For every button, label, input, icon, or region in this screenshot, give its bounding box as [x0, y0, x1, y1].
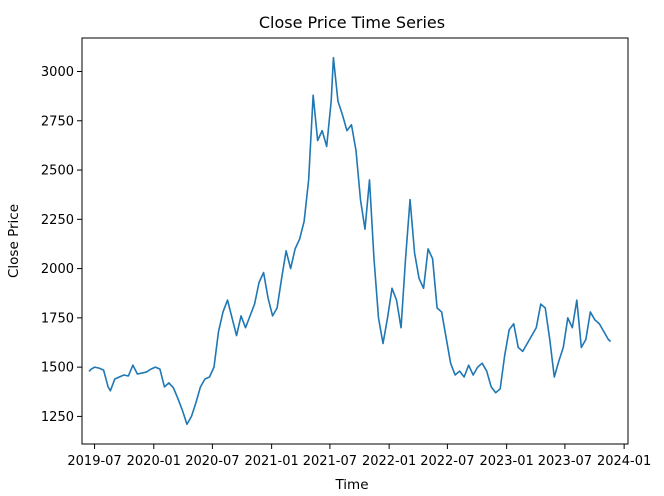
y-tick-label: 1500 [41, 361, 74, 376]
y-tick-label: 1750 [41, 311, 74, 326]
y-tick-label: 1250 [41, 410, 74, 425]
series-line [88, 56, 612, 426]
y-axis-label: Close Price [6, 204, 22, 278]
x-tick-label: 2022-07 [420, 454, 474, 469]
x-axis: 2019-07 2020-01 2020-07 2021-01 2021-07 2022-… [67, 444, 651, 469]
x-tick-label: 2023-07 [538, 454, 592, 469]
x-tick-label: 2021-01 [244, 454, 298, 469]
y-tick-label: 2250 [41, 213, 74, 228]
x-tick-label: 2022-01 [362, 454, 416, 469]
x-axis-label: Time [334, 477, 368, 493]
x-tick-label: 2019-07 [67, 454, 121, 469]
x-tick-label: 2020-01 [127, 454, 181, 469]
x-tick-label: 2024-01 [597, 454, 651, 469]
x-tick-label: 2020-07 [185, 454, 239, 469]
plot-area [81, 37, 629, 445]
y-tick-label: 2750 [41, 114, 74, 129]
x-tick-label: 2021-07 [303, 454, 357, 469]
y-tick-label: 2500 [41, 164, 74, 179]
y-tick-label: 2000 [41, 262, 74, 277]
chart-title: Close Price Time Series [259, 13, 445, 32]
x-tick-label: 2023-01 [479, 454, 533, 469]
y-axis: 1250 1500 1750 2000 2250 2500 2750 3000 [41, 65, 82, 425]
y-tick-label: 3000 [41, 65, 74, 80]
